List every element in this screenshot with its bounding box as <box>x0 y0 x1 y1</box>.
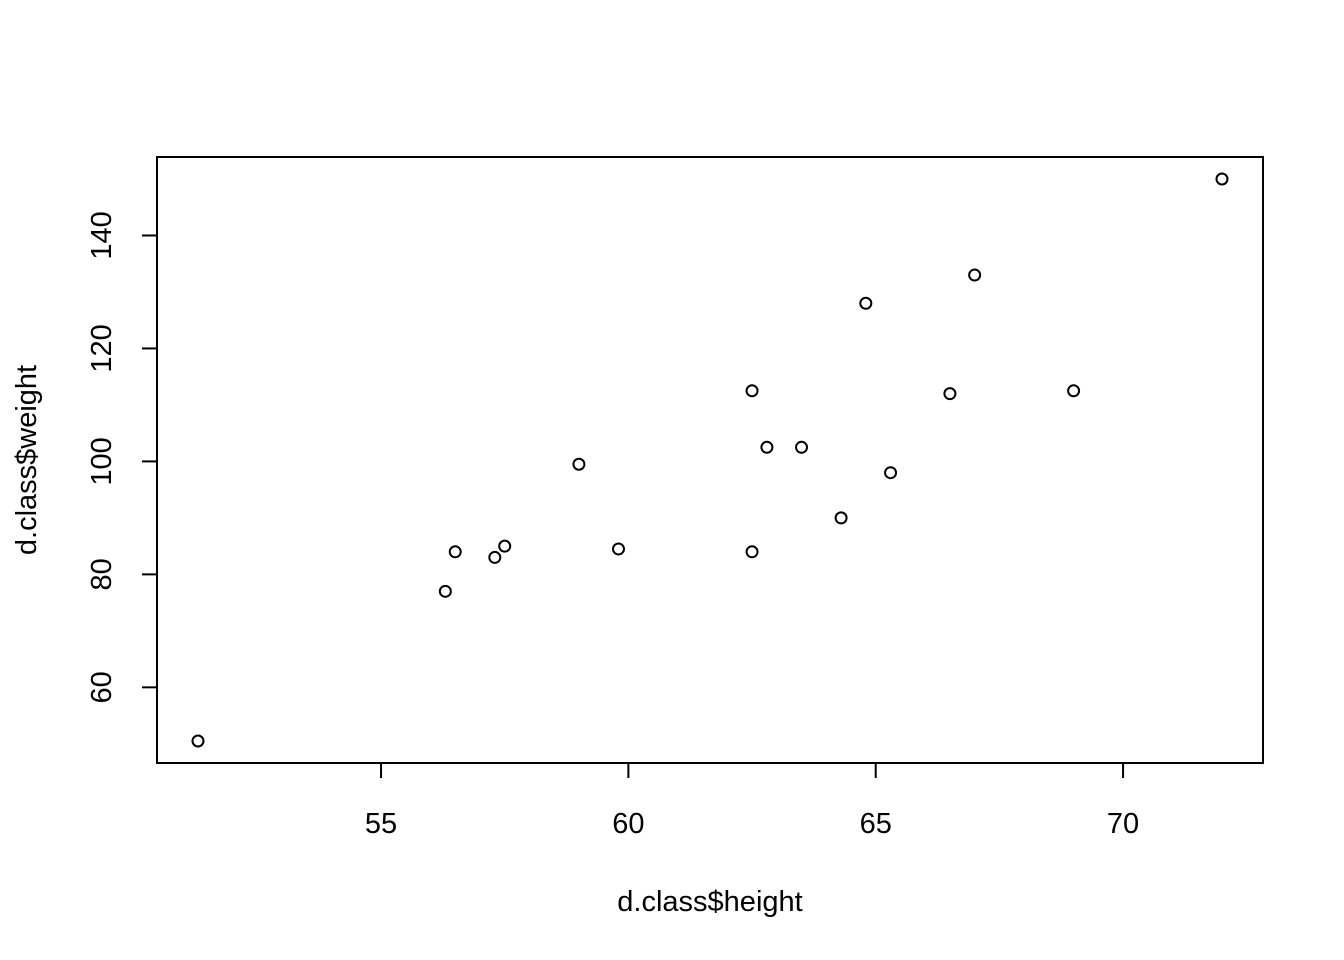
x-axis-title: d.class$height <box>617 886 802 918</box>
data-point <box>859 296 873 310</box>
data-point <box>498 539 512 553</box>
data-point <box>1215 172 1229 186</box>
y-tick-label: 60 <box>86 671 118 703</box>
x-tick-label: 55 <box>365 808 397 840</box>
x-tick-label: 70 <box>1107 808 1139 840</box>
data-point <box>834 511 848 525</box>
plot-frame <box>156 156 1264 764</box>
data-point <box>448 545 462 559</box>
x-tick-label: 65 <box>860 808 892 840</box>
data-point <box>572 457 586 471</box>
y-tick-label: 120 <box>86 324 118 372</box>
data-point <box>745 545 759 559</box>
y-axis-title: d.class$weight <box>11 365 43 555</box>
data-point <box>438 584 452 598</box>
data-point <box>884 466 898 480</box>
y-tick-label: 100 <box>86 437 118 485</box>
x-tick-label: 60 <box>612 808 644 840</box>
y-tick-label: 140 <box>86 211 118 259</box>
data-point <box>745 384 759 398</box>
data-point <box>760 440 774 454</box>
data-point <box>611 542 625 556</box>
data-points <box>191 172 1229 748</box>
y-tick-label: 80 <box>86 558 118 590</box>
data-point <box>488 550 502 564</box>
y-axis: 60 80 100 120 140 <box>86 211 158 703</box>
data-point <box>191 734 205 748</box>
data-point <box>968 268 982 282</box>
x-axis: 55 60 65 70 <box>365 762 1139 840</box>
data-point <box>795 440 809 454</box>
data-point <box>1067 384 1081 398</box>
data-point <box>943 387 957 401</box>
